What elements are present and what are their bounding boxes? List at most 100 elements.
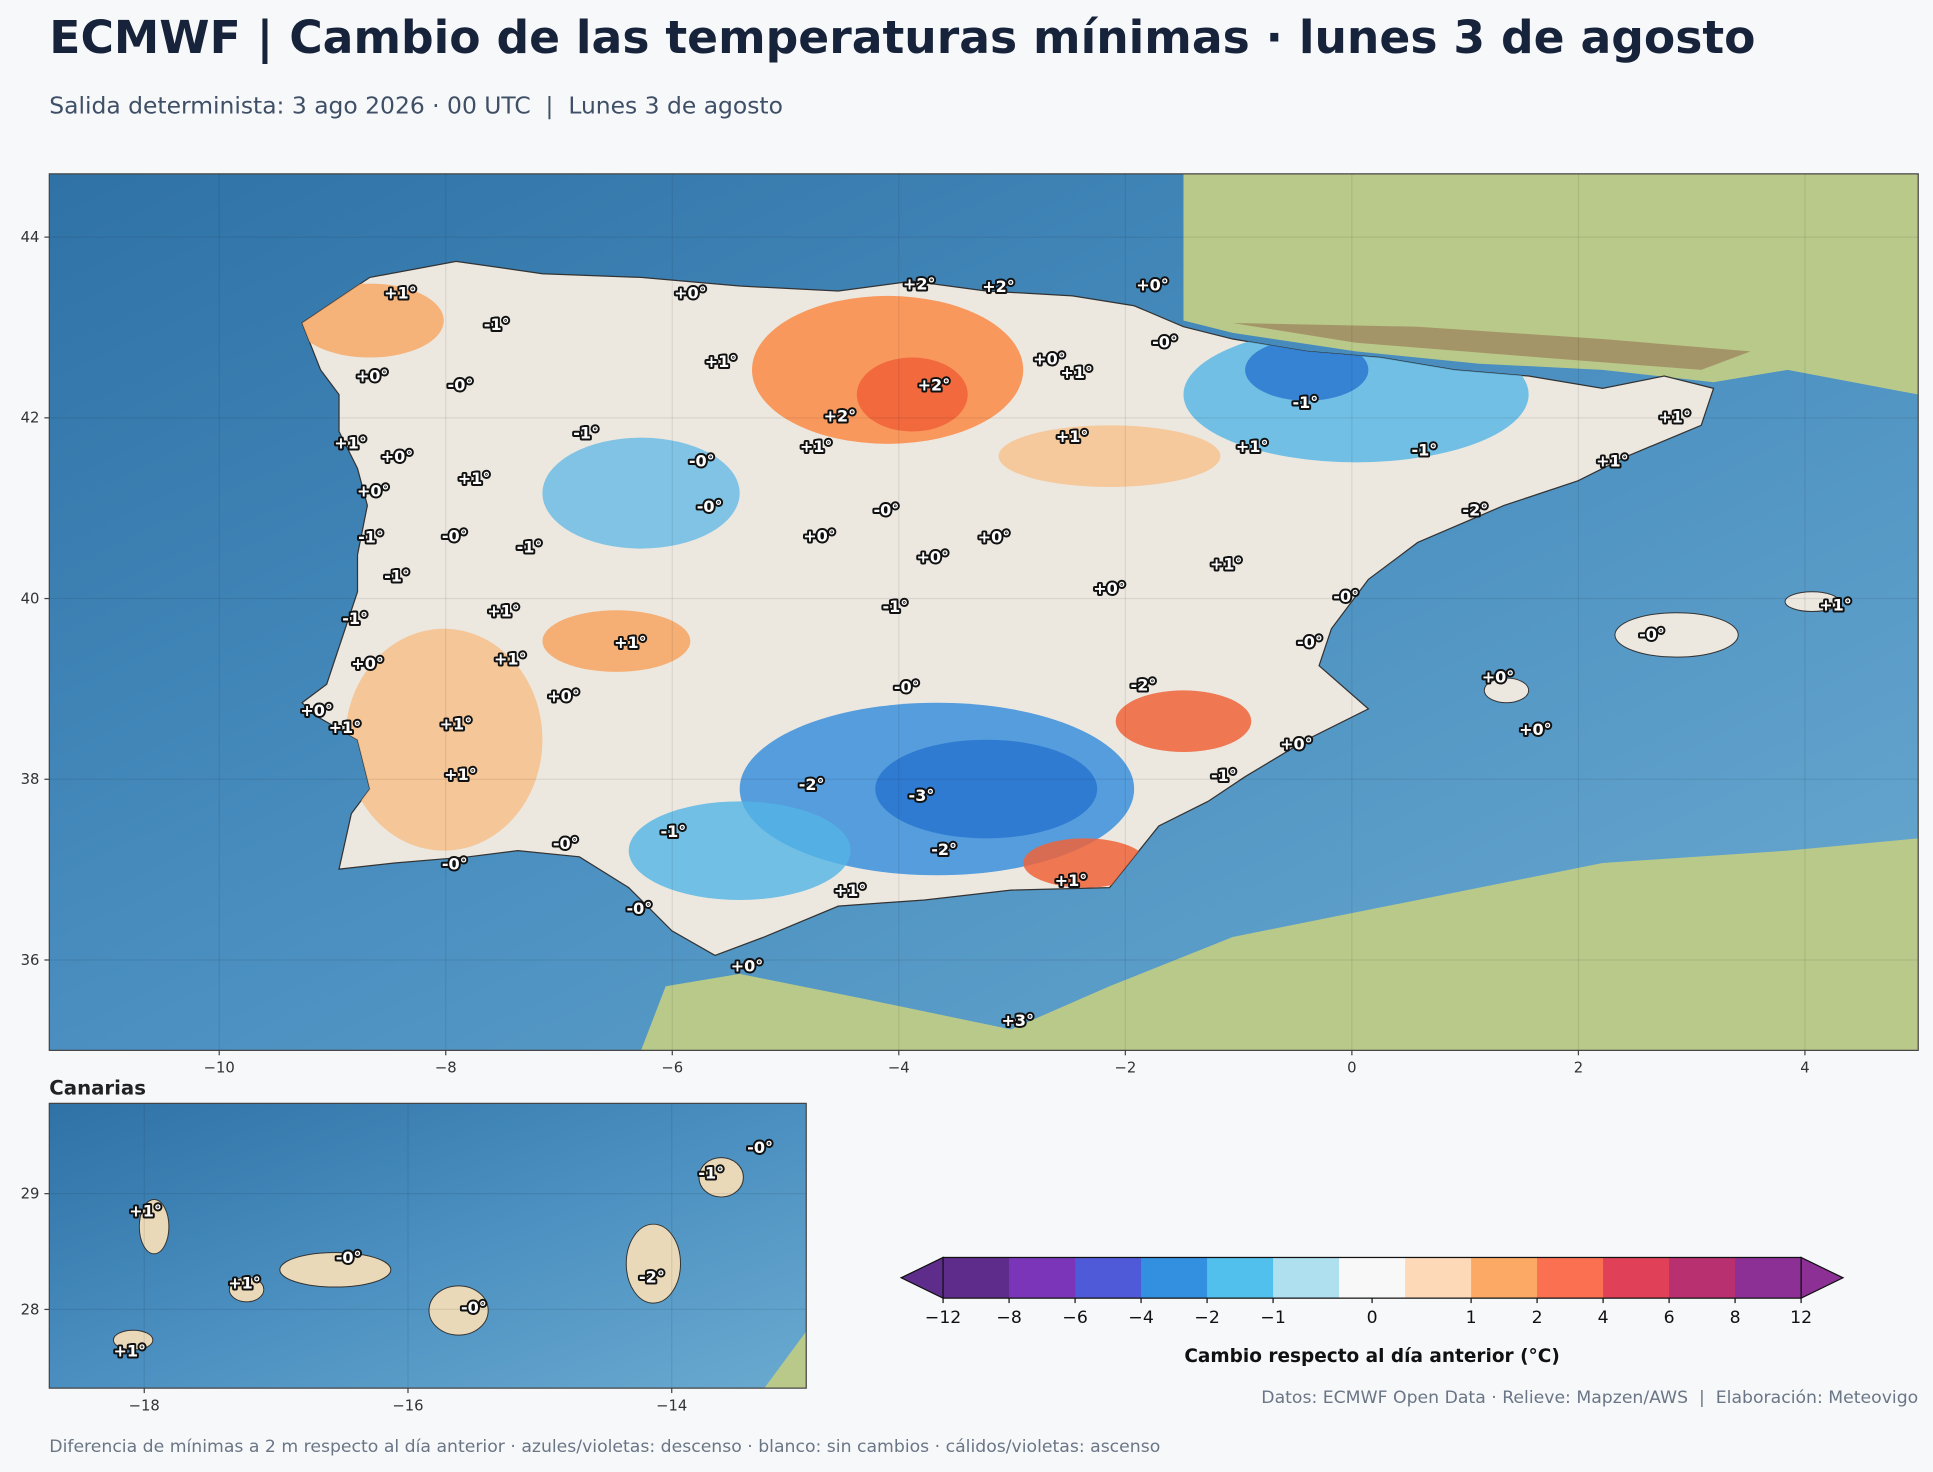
point-label: +1°	[329, 718, 362, 737]
point-label: -0°	[627, 899, 653, 918]
inset-africa	[764, 1331, 807, 1389]
x-tick-label: −18	[129, 1397, 160, 1414]
colorbar-tick-label: 2	[1532, 1308, 1543, 1328]
point-label: +1°	[129, 1202, 162, 1221]
colorbar-tick-label: −8	[996, 1308, 1021, 1328]
point-label: +0°	[674, 284, 707, 303]
point-label: -0°	[336, 1248, 362, 1267]
point-label: -0°	[873, 500, 899, 519]
point-label: +2°	[918, 376, 951, 395]
point-label: +1°	[228, 1273, 261, 1292]
colorbar-segment	[1075, 1257, 1142, 1299]
inset-frame	[48, 1102, 807, 1389]
point-label: +1°	[334, 434, 367, 453]
point-label: +0°	[1482, 668, 1515, 687]
subtitle: Salida determinista: 3 ago 2026 · 00 UTC…	[49, 91, 783, 119]
colorbar: −12 −8 −6 −4 −2 −1 0 1 2 4 6 8 12	[899, 1256, 1845, 1328]
point-label: +0°	[357, 481, 390, 500]
colorbar-tick-label: −2	[1194, 1308, 1219, 1328]
point-label: +0°	[1519, 720, 1552, 739]
point-label: -1°	[883, 597, 909, 616]
point-label: +1°	[1060, 363, 1093, 382]
point-label: -3°	[909, 786, 935, 805]
ibiza	[1483, 677, 1530, 704]
point-label: -0°	[442, 855, 468, 874]
y-tick-label: 36	[21, 952, 40, 969]
point-label: -2°	[799, 775, 825, 794]
x-tick-label: 4	[1800, 1060, 1809, 1077]
point-label: -0°	[894, 678, 920, 697]
point-label: -0°	[448, 376, 474, 395]
colorbar-tick-label: 12	[1790, 1308, 1812, 1328]
point-label: +0°	[547, 687, 580, 706]
point-label: +1°	[113, 1342, 146, 1361]
x-tick-label: −10	[204, 1060, 235, 1077]
main-map: +1°-1°+0° +2° +2° +0°-0°+0° -0°+1° +0°+1°+2°+…	[49, 173, 1919, 1051]
point-label: +0°	[1280, 734, 1313, 753]
x-tick-label: 0	[1347, 1060, 1356, 1077]
y-tick-label: 29	[21, 1186, 40, 1203]
y-tick-label: 38	[21, 771, 40, 788]
point-label: -1°	[384, 566, 410, 585]
colorbar-segment	[1339, 1257, 1406, 1299]
colorbar-segment	[1603, 1257, 1670, 1299]
point-label: -1°	[573, 424, 599, 443]
x-tick-label: −8	[435, 1060, 457, 1077]
point-label: -1°	[517, 537, 543, 556]
point-label: +1°	[834, 881, 867, 900]
point-label: -1°	[358, 528, 384, 547]
colorbar-label: Cambio respecto al día anterior (°C)	[1184, 1346, 1559, 1367]
point-label: -0°	[689, 452, 715, 471]
point-label: -1°	[1211, 766, 1237, 785]
point-label: +0°	[1033, 349, 1066, 368]
point-label: +1°	[440, 715, 473, 734]
colorbar-segment	[1273, 1257, 1340, 1299]
colorbar-segment	[1471, 1257, 1538, 1299]
x-tick-label: −16	[392, 1397, 423, 1414]
point-label: +0°	[731, 957, 764, 976]
colorbar-tick-label: −4	[1128, 1308, 1153, 1328]
mallorca	[1614, 612, 1739, 658]
point-label: -0°	[461, 1298, 487, 1317]
point-label: -0°	[697, 497, 723, 516]
inset-title: Canarias	[49, 1077, 146, 1100]
y-tick-label: 44	[21, 229, 40, 246]
x-tick-label: −14	[656, 1397, 687, 1414]
point-label: +2°	[824, 406, 857, 425]
footnote: Diferencia de mínimas a 2 m respecto al …	[49, 1437, 1160, 1457]
pyrenees	[1232, 323, 1751, 370]
menorca	[1784, 591, 1840, 612]
x-tick-label: 2	[1574, 1060, 1583, 1077]
colorbar-segment	[1405, 1257, 1472, 1299]
point-label: -0°	[442, 527, 468, 546]
point-label: +1°	[800, 437, 833, 456]
colorbar-segment	[1735, 1257, 1802, 1299]
point-label: +1°	[1055, 871, 1088, 890]
colorbar-segment	[1207, 1257, 1274, 1299]
point-label: -0°	[553, 834, 579, 853]
point-label: -2°	[931, 840, 957, 859]
point-label: -0°	[747, 1138, 773, 1157]
point-label: +1°	[1236, 437, 1269, 456]
y-tick-label: 28	[21, 1301, 40, 1318]
point-label: +1°	[494, 649, 527, 668]
point-label: +0°	[351, 654, 384, 673]
point-label: +0°	[356, 367, 389, 386]
point-label: -1°	[342, 609, 368, 628]
point-label: -1°	[1293, 393, 1319, 412]
colorbar-tick-label: 6	[1664, 1308, 1675, 1328]
point-label: +1°	[614, 633, 647, 652]
colorbar-segment	[1141, 1257, 1208, 1299]
point-label: +1°	[384, 284, 417, 303]
point-label: +1°	[458, 469, 491, 488]
point-label: -1°	[484, 315, 510, 334]
point-label: +1°	[487, 602, 520, 621]
point-label: +1°	[705, 352, 738, 371]
point-label: +0°	[300, 701, 333, 720]
colorbar-tick-label: 0	[1367, 1308, 1378, 1328]
point-label: -0°	[1639, 625, 1665, 644]
point-label: +1°	[1210, 555, 1243, 574]
point-label: +0°	[1136, 275, 1169, 294]
x-tick-label: −2	[1114, 1060, 1136, 1077]
